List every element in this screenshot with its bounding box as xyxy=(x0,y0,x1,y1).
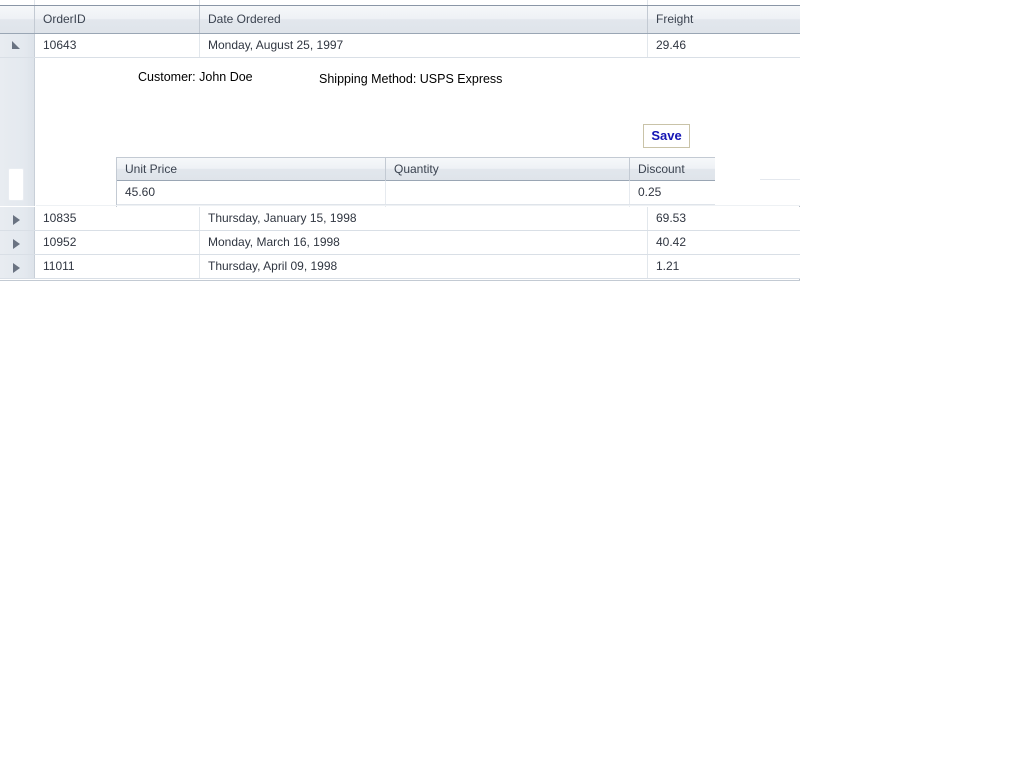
column-header-freight[interactable]: Freight xyxy=(656,12,694,26)
grid-footer-edge xyxy=(0,280,800,281)
column-header-dateordered[interactable]: Date Ordered xyxy=(200,6,648,33)
inner-cell-quantity xyxy=(386,181,630,204)
save-button[interactable]: Save xyxy=(643,124,690,148)
table-row[interactable]: 10835 Thursday, January 15, 1998 69.53 xyxy=(0,207,800,231)
cell-freight[interactable]: 40.42 xyxy=(648,231,800,254)
cell-freight[interactable]: 69.53 xyxy=(648,207,800,230)
row-expander-10952[interactable] xyxy=(0,231,35,254)
inner-table-row[interactable]: 45.60 0.25 xyxy=(117,181,715,205)
inner-column-header-unitprice[interactable]: Unit Price xyxy=(117,158,386,181)
cell-orderid[interactable]: 10952 xyxy=(35,231,200,254)
cell-dateordered[interactable]: Thursday, January 15, 1998 xyxy=(200,207,648,230)
inner-cell-unitprice[interactable]: 45.60 xyxy=(117,181,386,204)
grid-header-row: OrderID Date Ordered Freight xyxy=(0,6,800,34)
cell-dateordered[interactable]: Monday, March 16, 1998 xyxy=(200,231,648,254)
order-detail-panel: Customer: John Doe Shipping Method: USPS… xyxy=(0,58,800,232)
column-header-indicator xyxy=(0,6,35,33)
orders-grid: OrderID Date Ordered Freight 10643 Monda… xyxy=(0,0,800,281)
expand-arrow-icon xyxy=(13,263,20,273)
grid-top-strip xyxy=(0,0,800,6)
table-row[interactable]: 10643 Monday, August 25, 1997 29.46 xyxy=(0,34,800,58)
cell-freight[interactable]: 1.21 xyxy=(648,255,800,278)
cell-orderid[interactable]: 10643 xyxy=(35,34,200,57)
cell-orderid[interactable]: 11011 xyxy=(35,255,200,278)
detail-separator xyxy=(760,179,800,180)
inner-column-header-quantity[interactable]: Quantity xyxy=(386,158,630,181)
cell-dateordered[interactable]: Thursday, April 09, 1998 xyxy=(200,255,648,278)
column-header-orderid[interactable]: OrderID xyxy=(35,6,200,33)
top-strip-seg-dateordered xyxy=(200,0,648,5)
expand-arrow-icon xyxy=(13,215,20,225)
shipping-method-label: Shipping Method: USPS Express xyxy=(319,72,503,86)
top-strip-seg-freight xyxy=(648,0,800,5)
cell-freight[interactable]: 29.46 xyxy=(648,34,800,57)
row-expander-10835[interactable] xyxy=(0,207,35,230)
inner-grid-header-row: Unit Price Quantity Discount xyxy=(117,157,715,181)
table-row[interactable]: 10952 Monday, March 16, 1998 40.42 xyxy=(0,231,800,255)
detail-scrollbar-thumb[interactable] xyxy=(8,168,24,201)
expand-arrow-icon xyxy=(13,239,20,249)
top-strip-seg-indicator xyxy=(0,0,35,5)
detail-gutter xyxy=(0,58,35,206)
collapse-arrow-icon xyxy=(12,41,20,49)
customer-label: Customer: John Doe xyxy=(138,70,253,84)
row-expander-10643[interactable] xyxy=(0,34,35,57)
inner-cell-discount[interactable]: 0.25 xyxy=(638,185,662,199)
table-row[interactable]: 11011 Thursday, April 09, 1998 1.21 xyxy=(0,255,800,279)
top-strip-seg-orderid xyxy=(35,0,200,5)
cell-dateordered[interactable]: Monday, August 25, 1997 xyxy=(200,34,648,57)
detail-bottom-edge xyxy=(36,205,800,206)
inner-column-header-discount[interactable]: Discount xyxy=(638,162,685,176)
row-expander-11011[interactable] xyxy=(0,255,35,278)
cell-orderid[interactable]: 10835 xyxy=(35,207,200,230)
